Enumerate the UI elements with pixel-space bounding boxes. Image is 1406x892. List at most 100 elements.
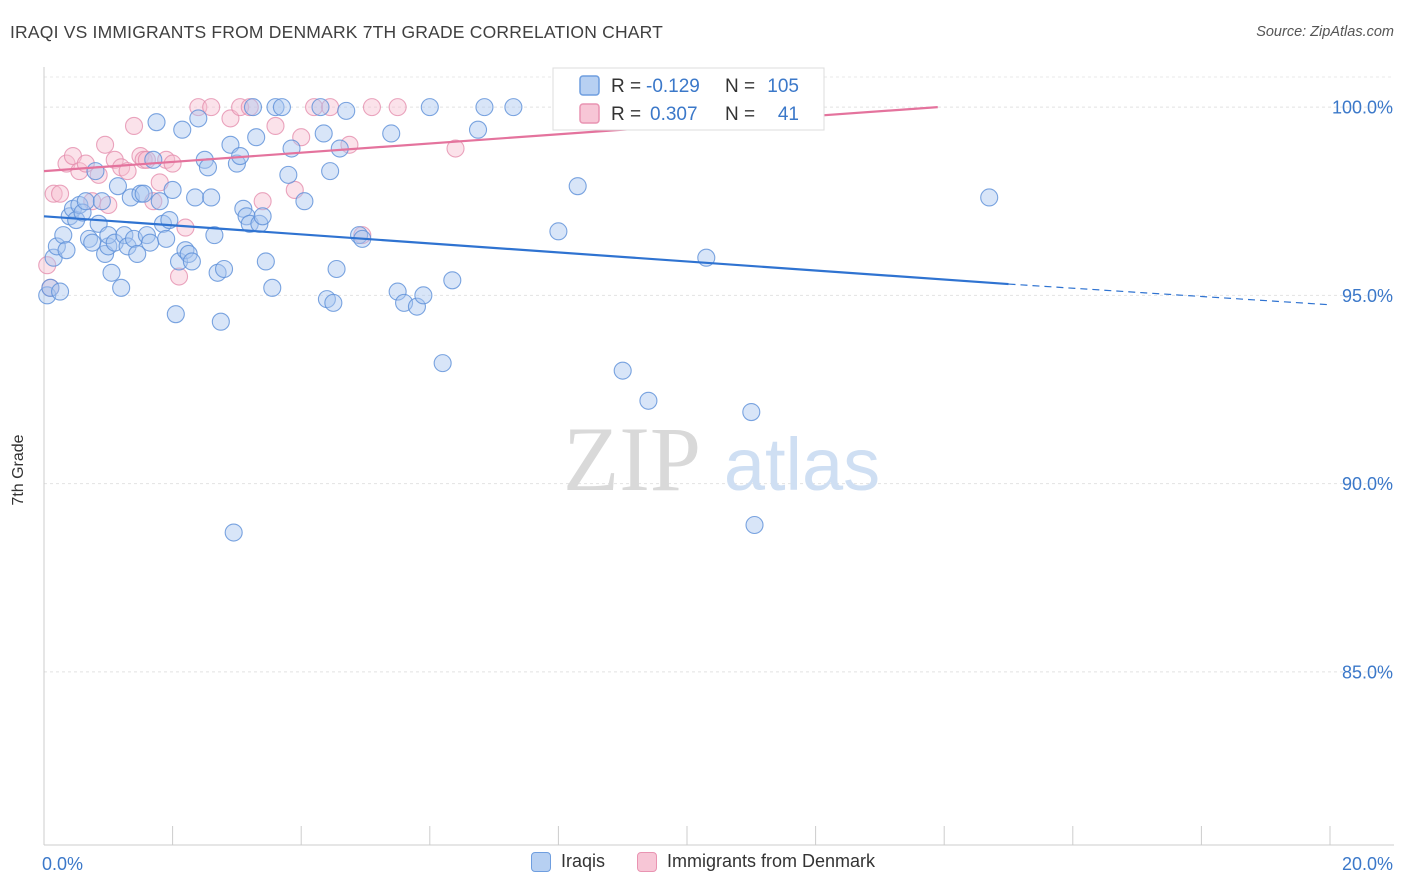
data-point [163,180,182,199]
series-legend: Iraqis Immigrants from Denmark [0,851,1406,872]
data-point [198,158,218,177]
data-point [51,184,70,203]
data-point [468,120,488,139]
data-point [443,271,462,290]
data-point [182,252,201,271]
data-point [337,101,356,120]
chart-title: IRAQI VS IMMIGRANTS FROM DENMARK 7TH GRA… [10,22,664,42]
legend-r-value-iraqis: -0.129 [646,76,700,97]
data-point [147,113,166,132]
legend-item-denmark[interactable]: Immigrants from Denmark [636,851,876,872]
data-point [118,162,137,181]
data-point [253,207,272,226]
data-point [321,162,340,181]
data-point [189,109,208,128]
data-point [54,226,73,245]
legend-r-label-iraqis: R = [611,76,641,97]
data-point [47,237,66,256]
data-point [186,188,205,207]
data-point [568,177,587,196]
watermark-atlas: atlas [724,423,880,506]
data-point [388,98,407,117]
data-point [205,226,224,245]
data-point [96,135,115,154]
data-point [224,523,243,542]
data-point [613,361,632,380]
data-point [388,282,407,301]
data-point [134,184,153,203]
data-point [166,305,185,324]
data-point [266,98,285,117]
data-point [407,297,426,316]
data-point [211,312,230,331]
data-point [324,293,343,312]
data-point [202,188,221,207]
data-point [44,184,63,203]
data-point [980,188,999,207]
data-point [92,192,111,211]
correlation-legend: R = -0.129 N = 105 R = 0.307 N = 41 [552,67,825,131]
data-point [169,267,189,286]
data-point [115,226,134,245]
data-point [57,241,76,260]
data-point [173,120,192,139]
data-point [76,192,95,211]
data-point [150,192,169,211]
legend-n-value-denmark: 41 [778,104,799,125]
legend-item-iraqis[interactable]: Iraqis [530,851,605,872]
legend-swatch-blue [530,851,551,872]
data-point [745,515,764,535]
data-point [144,150,163,169]
data-point [504,98,523,117]
y-tick-label: 95.0% [1342,286,1393,306]
legend-swatch-denmark [579,103,600,124]
data-point [214,259,234,279]
legend-label-iraqis: Iraqis [560,851,605,871]
legend-n-value-iraqis: 105 [767,76,799,97]
points-immigrants-from-denmark [38,98,465,297]
data-point [118,237,137,256]
data-point [41,278,60,297]
data-point [112,278,131,297]
watermark-zip: ZIP [563,408,701,510]
legend-swatch-pink [636,851,657,872]
data-point [742,403,761,422]
data-point [311,98,330,117]
legend-r-label-denmark: R = [611,104,641,125]
data-point [128,244,147,263]
points-iraqis [38,98,999,542]
x-tick-label: 0.0% [42,854,83,874]
source-label: Source: ZipAtlas.com [1256,24,1394,40]
legend-n-label-iraqis: N = [725,76,755,97]
data-point [382,124,401,143]
data-point [549,222,568,241]
data-point [305,98,324,117]
data-point [414,286,433,305]
trend-line-iraqis [43,215,1009,286]
data-point [163,154,182,173]
data-point [272,98,291,117]
y-tick-label: 85.0% [1342,662,1393,682]
data-point [433,354,452,373]
data-point [102,263,121,282]
data-point [420,98,439,117]
data-point [266,116,285,135]
data-point [279,165,298,184]
data-point [51,282,70,301]
legend-swatch-iraqis [579,75,600,96]
data-point [362,98,381,117]
data-point [169,252,189,271]
data-point [108,177,127,196]
data-point [70,162,89,181]
legend-label-denmark: Immigrants from Denmark [666,851,876,871]
data-point [327,259,346,279]
grid-lines [44,76,1394,673]
data-point [314,124,333,143]
axes [43,67,1394,846]
data-point [446,139,465,158]
tick-labels: 100.0% 95.0% 90.0% 85.0% 0.0% 20.0% [42,98,1393,874]
data-point [86,162,105,181]
data-point [243,98,263,117]
data-point [231,98,250,117]
